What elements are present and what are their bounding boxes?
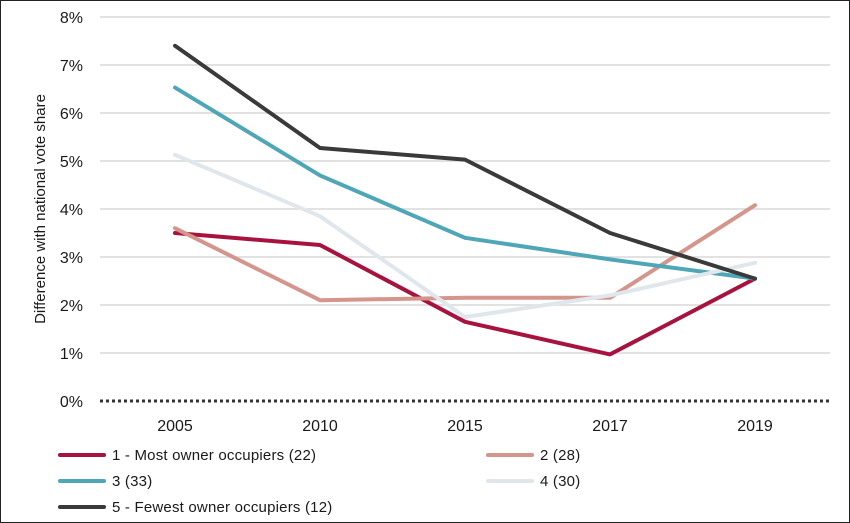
legend-label: 1 - Most owner occupiers (22) bbox=[112, 446, 317, 464]
x-tick-label: 2015 bbox=[447, 418, 483, 435]
y-tick-label: 8% bbox=[60, 10, 83, 27]
y-tick-label: 6% bbox=[60, 106, 83, 123]
y-tick-label: 4% bbox=[60, 202, 83, 219]
legend-swatch bbox=[58, 453, 106, 457]
y-tick-label: 3% bbox=[60, 250, 83, 267]
x-axis-ticks: 2005 2010 2015 2017 2019 bbox=[157, 418, 773, 435]
y-tick-label: 1% bbox=[60, 346, 83, 363]
legend-item: 2 (28) bbox=[486, 444, 580, 466]
y-tick-label: 0% bbox=[60, 394, 83, 411]
x-tick-label: 2019 bbox=[737, 418, 773, 435]
series-line-1 bbox=[173, 231, 757, 357]
x-tick-label: 2010 bbox=[302, 418, 338, 435]
x-tick-label: 2017 bbox=[592, 418, 628, 435]
legend-label: 4 (30) bbox=[540, 472, 581, 490]
legend-item: 3 (33) bbox=[58, 470, 152, 492]
legend-label: 3 (33) bbox=[112, 472, 153, 490]
legend-swatch bbox=[58, 479, 106, 483]
series-lines bbox=[173, 43, 757, 357]
y-tick-label: 7% bbox=[60, 58, 83, 75]
legend-item: 1 - Most owner occupiers (22) bbox=[58, 444, 316, 466]
series-line-5 bbox=[173, 43, 757, 281]
legend-swatch bbox=[486, 453, 534, 457]
gridlines bbox=[100, 16, 830, 403]
legend-item: 4 (30) bbox=[486, 470, 580, 492]
series-line-3 bbox=[173, 85, 757, 281]
legend-swatch bbox=[486, 479, 534, 483]
legend-label: 2 (28) bbox=[540, 446, 581, 464]
legend-swatch bbox=[58, 505, 106, 509]
x-tick-label: 2005 bbox=[157, 418, 193, 435]
series-line-4 bbox=[173, 152, 757, 319]
y-axis-label: Difference with national vote share bbox=[32, 94, 49, 324]
y-tick-label: 5% bbox=[60, 154, 83, 171]
legend-label: 5 - Fewest owner occupiers (12) bbox=[112, 498, 333, 516]
y-tick-label: 2% bbox=[60, 298, 83, 315]
legend-item: 5 - Fewest owner occupiers (12) bbox=[58, 496, 332, 518]
y-axis-ticks: 0% 1% 2% 3% 4% 5% 6% 7% 8% bbox=[60, 10, 83, 411]
